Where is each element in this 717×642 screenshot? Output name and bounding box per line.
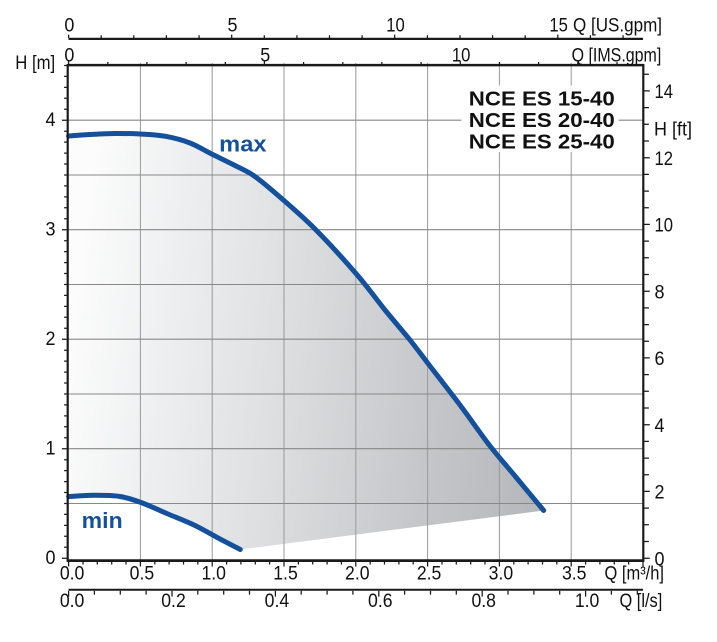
svg-text:2.0: 2.0 — [345, 563, 370, 585]
svg-text:15: 15 — [549, 15, 568, 37]
svg-text:1.0: 1.0 — [201, 563, 226, 585]
svg-text:0: 0 — [46, 547, 56, 569]
svg-text:0.4: 0.4 — [265, 590, 290, 612]
svg-text:0: 0 — [64, 45, 74, 67]
svg-text:0: 0 — [64, 15, 74, 37]
svg-text:0.0: 0.0 — [60, 590, 85, 612]
svg-text:10: 10 — [452, 45, 471, 67]
svg-text:Q [US.gpm]: Q [US.gpm] — [573, 15, 662, 37]
svg-text:0.8: 0.8 — [471, 590, 496, 612]
svg-text:1: 1 — [46, 438, 56, 460]
svg-text:12: 12 — [655, 148, 674, 170]
svg-text:4: 4 — [46, 109, 56, 131]
svg-text:10: 10 — [386, 15, 405, 37]
svg-text:0: 0 — [655, 548, 665, 570]
svg-text:H [ft]: H [ft] — [654, 119, 692, 141]
svg-text:Q [l/s]: Q [l/s] — [620, 590, 663, 612]
svg-text:5: 5 — [228, 15, 238, 37]
svg-text:Q [m³/h]: Q [m³/h] — [605, 563, 665, 585]
svg-text:NCE ES 25-40: NCE ES 25-40 — [469, 131, 615, 153]
svg-text:NCE ES 20-40: NCE ES 20-40 — [469, 110, 615, 132]
svg-text:Q [IMS.gpm]: Q [IMS.gpm] — [572, 45, 662, 67]
svg-text:8: 8 — [655, 281, 665, 303]
svg-text:10: 10 — [655, 215, 674, 237]
svg-text:0.0: 0.0 — [60, 563, 85, 585]
svg-text:1.0: 1.0 — [575, 590, 600, 612]
svg-text:2: 2 — [655, 482, 665, 504]
svg-text:NCE ES 15-40: NCE ES 15-40 — [469, 89, 615, 111]
svg-text:14: 14 — [655, 81, 674, 103]
svg-text:0.6: 0.6 — [368, 590, 393, 612]
svg-text:max: max — [219, 131, 267, 156]
svg-text:2: 2 — [46, 328, 56, 350]
svg-text:H [m]: H [m] — [15, 52, 55, 74]
svg-text:2.5: 2.5 — [417, 563, 442, 585]
svg-text:3.0: 3.0 — [489, 563, 514, 585]
svg-text:6: 6 — [655, 348, 665, 370]
svg-text:5: 5 — [260, 45, 270, 67]
svg-text:0.5: 0.5 — [130, 563, 155, 585]
svg-text:0.2: 0.2 — [161, 590, 186, 612]
svg-text:4: 4 — [655, 415, 665, 437]
svg-text:1.5: 1.5 — [273, 563, 298, 585]
svg-text:3: 3 — [46, 219, 56, 241]
svg-text:3.5: 3.5 — [562, 563, 587, 585]
svg-text:min: min — [82, 508, 123, 533]
